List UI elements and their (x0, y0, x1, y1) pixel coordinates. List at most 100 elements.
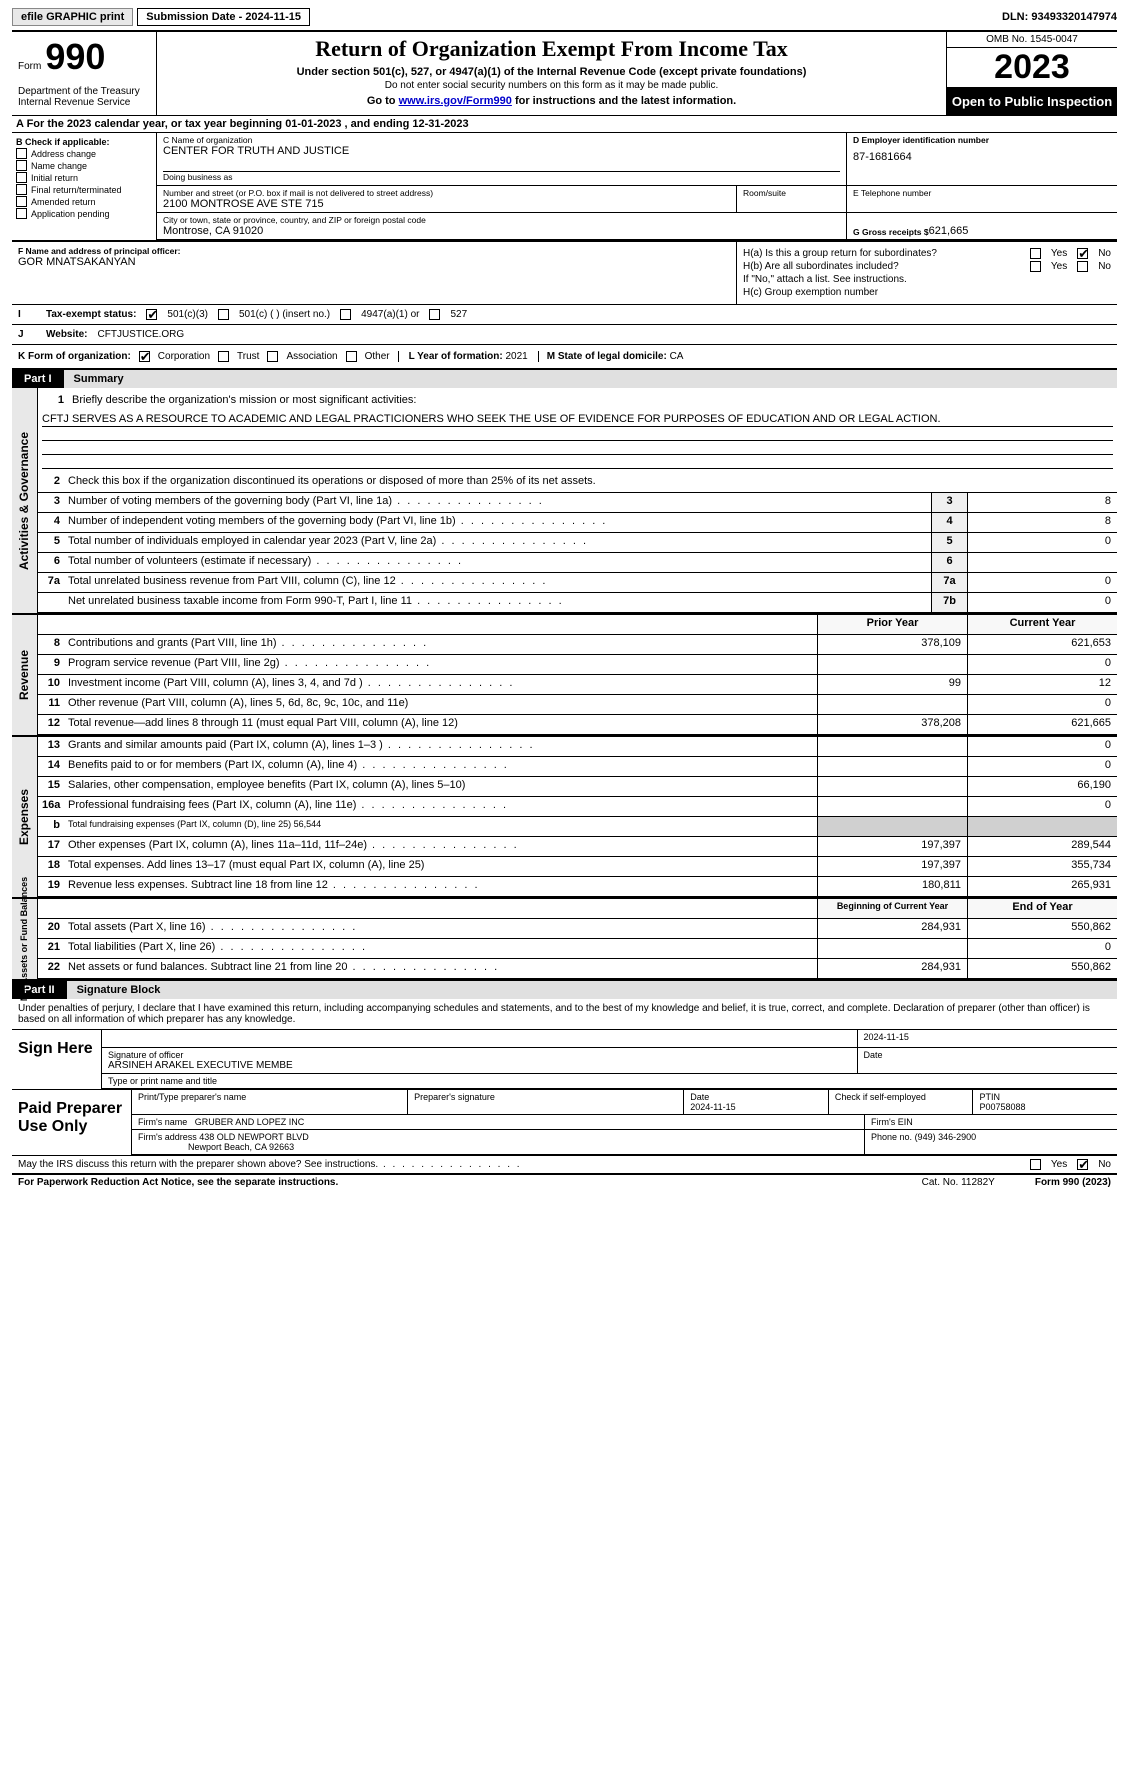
paid-preparer-row: Paid Preparer Use Only Print/Type prepar… (12, 1089, 1117, 1155)
efile-print-button[interactable]: efile GRAPHIC print (12, 8, 133, 26)
officer-value: GOR MNATSAKANYAN (18, 256, 730, 268)
street-value: 2100 MONTROSE AVE STE 715 (163, 198, 730, 210)
self-employed-check: Check if self-employed (829, 1090, 974, 1114)
4947-checkbox[interactable] (340, 309, 351, 320)
irs-discuss-row: May the IRS discuss this return with the… (12, 1155, 1117, 1173)
line-7b-value: 0 (967, 593, 1117, 612)
activities-governance-section: Activities & Governance 1Briefly describ… (12, 388, 1117, 615)
discuss-no-checkbox[interactable] (1077, 1159, 1088, 1170)
line-2: Check this box if the organization disco… (64, 473, 1117, 492)
line-5: Total number of individuals employed in … (64, 533, 931, 552)
sig-date: 2024-11-15 (858, 1030, 1118, 1047)
org-name-label: C Name of organization (163, 135, 840, 145)
ha-no-checkbox[interactable] (1077, 248, 1088, 259)
submission-date: Submission Date - 2024-11-15 (137, 8, 310, 26)
corp-checkbox[interactable] (139, 351, 150, 362)
sign-here-row: Sign Here 2024-11-15 Signature of office… (12, 1029, 1117, 1089)
revenue-section: Revenue Prior YearCurrent Year 8Contribu… (12, 615, 1117, 737)
line-19: Revenue less expenses. Subtract line 18 … (64, 877, 817, 896)
firm-address: 438 OLD NEWPORT BLVD (199, 1132, 309, 1142)
row-j: JWebsite: CFTJUSTICE.ORG (12, 325, 1117, 345)
line-18: Total expenses. Add lines 13–17 (must eq… (64, 857, 817, 876)
line-9: Program service revenue (Part VIII, line… (64, 655, 817, 674)
dba-label: Doing business as (163, 172, 840, 182)
omb-number: OMB No. 1545-0047 (947, 32, 1117, 48)
city-value: Montrose, CA 91020 (163, 225, 840, 237)
ein-label: D Employer identification number (853, 135, 1111, 145)
501c-checkbox[interactable] (218, 309, 229, 320)
begin-year-header: Beginning of Current Year (817, 899, 967, 918)
mission-label: Briefly describe the organization's miss… (68, 392, 1113, 412)
gross-receipts-label: G Gross receipts $ (853, 227, 929, 237)
ha-yes-checkbox[interactable] (1030, 248, 1041, 259)
line-7a-value: 0 (967, 573, 1117, 592)
line-8: Contributions and grants (Part VIII, lin… (64, 635, 817, 654)
top-toolbar: efile GRAPHIC print Submission Date - 20… (12, 8, 1117, 26)
trust-checkbox[interactable] (218, 351, 229, 362)
city-label: City or town, state or province, country… (163, 215, 840, 225)
end-year-header: End of Year (967, 899, 1117, 918)
form-subtitle-2: Do not enter social security numbers on … (165, 80, 938, 91)
ag-vlabel: Activities & Governance (18, 431, 32, 569)
501c3-checkbox[interactable] (146, 309, 157, 320)
officer-title-label: Type or print name and title (102, 1074, 1117, 1088)
line-5-value: 0 (967, 533, 1117, 552)
line-17: Other expenses (Part IX, column (A), lin… (64, 837, 817, 856)
assoc-checkbox[interactable] (267, 351, 278, 362)
form-subtitle-1: Under section 501(c), 527, or 4947(a)(1)… (165, 66, 938, 78)
part-ii-header: Part II Signature Block (12, 981, 1117, 999)
amended-return-checkbox[interactable] (16, 196, 27, 207)
date-label: Date (858, 1048, 1118, 1073)
line-6: Total number of volunteers (estimate if … (64, 553, 931, 572)
open-public: Open to Public Inspection (947, 88, 1117, 115)
discuss-yes-checkbox[interactable] (1030, 1159, 1041, 1170)
line-15: Salaries, other compensation, employee b… (64, 777, 817, 796)
pra-notice: For Paperwork Reduction Act Notice, see … (18, 1177, 338, 1188)
sig-officer-label: Signature of officer (108, 1050, 851, 1060)
row-i: ITax-exempt status: 501(c)(3) 501(c) ( )… (12, 305, 1117, 325)
state-domicile: CA (670, 351, 684, 362)
form-990-page: efile GRAPHIC print Submission Date - 20… (0, 0, 1129, 1198)
year-formation: 2021 (506, 351, 528, 362)
line-11: Other revenue (Part VIII, column (A), li… (64, 695, 817, 714)
line-3-value: 8 (967, 493, 1117, 512)
goto-line: Go to www.irs.gov/Form990 for instructio… (165, 95, 938, 107)
page-footer: For Paperwork Reduction Act Notice, see … (12, 1173, 1117, 1190)
hb-label: H(b) Are all subordinates included? (743, 261, 899, 272)
final-return-checkbox[interactable] (16, 184, 27, 195)
irs-link[interactable]: www.irs.gov/Form990 (399, 95, 512, 107)
name-change-checkbox[interactable] (16, 160, 27, 171)
phone-label: E Telephone number (853, 188, 1111, 198)
firm-name: GRUBER AND LOPEZ INC (195, 1117, 305, 1127)
prior-year-header: Prior Year (817, 615, 967, 634)
hc-label: H(c) Group exemption number (743, 287, 878, 298)
form-footer: Form 990 (2023) (1035, 1177, 1111, 1188)
other-checkbox[interactable] (346, 351, 357, 362)
gross-receipts-value: 621,665 (929, 225, 969, 237)
line-7b: Net unrelated business taxable income fr… (64, 593, 931, 612)
hb-yes-checkbox[interactable] (1030, 261, 1041, 272)
addr-change-checkbox[interactable] (16, 148, 27, 159)
na-vlabel: Net Assets or Fund Balances (20, 877, 30, 1001)
line-10: Investment income (Part VIII, column (A)… (64, 675, 817, 694)
line-7a: Total unrelated business revenue from Pa… (64, 573, 931, 592)
mission-text: CFTJ SERVES AS A RESOURCE TO ACADEMIC AN… (42, 412, 1113, 427)
line-21: Total liabilities (Part X, line 26) (64, 939, 817, 958)
dln-label: DLN: 93493320147974 (1002, 11, 1117, 23)
app-pending-checkbox[interactable] (16, 208, 27, 219)
initial-return-checkbox[interactable] (16, 172, 27, 183)
527-checkbox[interactable] (429, 309, 440, 320)
line-6-value (967, 553, 1117, 572)
ptin-value: P00758088 (979, 1102, 1025, 1112)
firm-ein-label: Firm's EIN (865, 1115, 1117, 1129)
exp-vlabel: Expenses (18, 789, 32, 845)
prep-date: 2024-11-15 (690, 1102, 735, 1112)
b-label: B Check if applicable: (16, 137, 152, 147)
part-i-header: Part I Summary (12, 370, 1117, 388)
current-year-header: Current Year (967, 615, 1117, 634)
hb-no-checkbox[interactable] (1077, 261, 1088, 272)
line-12: Total revenue—add lines 8 through 11 (mu… (64, 715, 817, 734)
ha-label: H(a) Is this a group return for subordin… (743, 248, 937, 259)
form-number: 990 (45, 36, 105, 78)
rev-vlabel: Revenue (18, 650, 32, 700)
